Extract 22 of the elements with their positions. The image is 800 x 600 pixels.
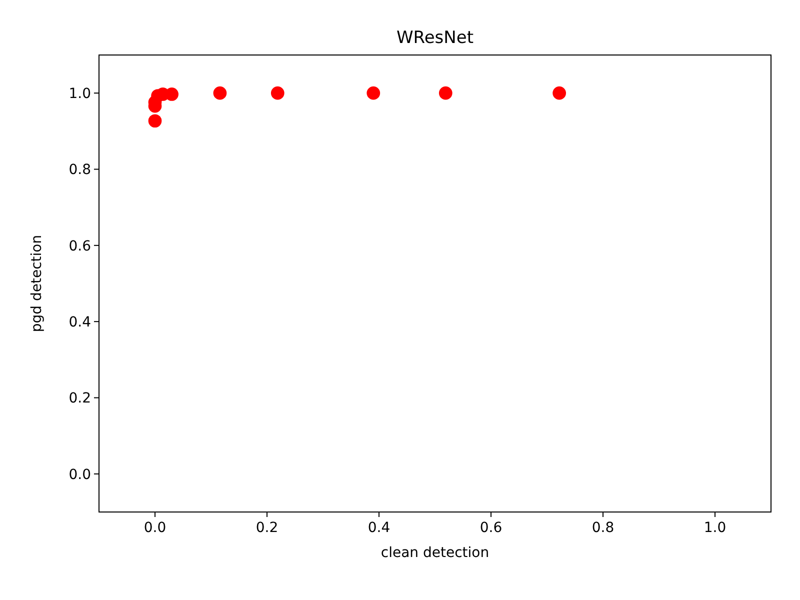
point <box>213 86 227 100</box>
point <box>148 114 162 128</box>
x-tick-label: 0.8 <box>592 520 614 536</box>
y-axis-title: pgd detection <box>29 234 45 332</box>
x-tick-label: 0.0 <box>144 520 166 536</box>
point <box>165 88 178 101</box>
x-tick-label: 1.0 <box>704 520 726 536</box>
y-tick-label: 1.0 <box>68 86 91 102</box>
point <box>552 86 566 100</box>
x-tick-label: 0.6 <box>480 520 502 536</box>
y-tick-label: 0.6 <box>68 238 92 254</box>
y-tick-label: 0.0 <box>68 466 91 483</box>
point <box>366 86 380 100</box>
point <box>270 86 284 100</box>
y-tick-label: 0.2 <box>68 390 91 407</box>
x-axis-title: clean detection <box>380 545 490 561</box>
point <box>438 86 452 100</box>
y-tick-label: 0.8 <box>68 162 91 178</box>
y-tick-label: 0.4 <box>68 314 92 330</box>
x-tick-label: 0.4 <box>368 520 390 536</box>
x-tick-label: 0.2 <box>256 520 278 536</box>
chart-title: WResNet <box>396 28 474 48</box>
